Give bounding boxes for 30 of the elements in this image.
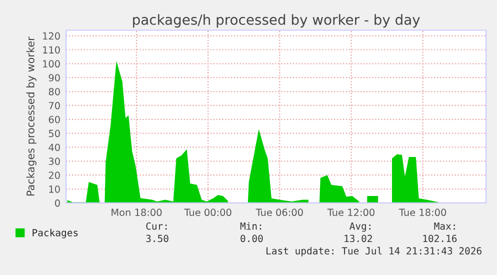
- y-tick-label: 100: [43, 60, 60, 68]
- y-axis-title: Packages processed by worker: [26, 36, 36, 196]
- text: 13.02: [344, 234, 372, 242]
- x-tick-label: Mon 18:00: [112, 208, 162, 216]
- x-tick-label: Tue 06:00: [256, 208, 303, 216]
- x-tick-label: Tue 12:00: [327, 208, 374, 216]
- text: 0.00: [240, 234, 263, 242]
- text: 3.50: [146, 234, 168, 242]
- y-tick-label: 110: [43, 46, 60, 54]
- text: Min:: [240, 222, 262, 230]
- y-tick-label: 120: [43, 32, 60, 40]
- y-tick-label: 60: [48, 116, 60, 124]
- text: Last update: Tue Jul 14 21:31:43 2026: [266, 246, 482, 256]
- y-tick-label: 80: [48, 88, 60, 96]
- x-tick-label: Tue 00:00: [184, 208, 232, 216]
- text: Avg:: [350, 222, 370, 232]
- text: 102.16: [423, 234, 457, 242]
- y-tick-label: 30: [48, 158, 60, 165]
- y-tick-label: 10: [49, 186, 60, 193]
- y-tick-label: 70: [48, 102, 60, 110]
- text: Cur:: [146, 222, 167, 230]
- x-tick-label: Tue 18:00: [398, 208, 446, 216]
- y-tick-label: 50: [48, 130, 60, 138]
- y-tick-label: 0: [55, 199, 60, 207]
- y-tick-label: 20: [48, 172, 60, 179]
- y-tick-label: 90: [48, 74, 60, 82]
- chart-title: packages/h processed by worker - by day: [133, 14, 420, 28]
- legend-label: Packages: [32, 228, 78, 238]
- text: Max:: [434, 222, 455, 230]
- y-tick-label: 40: [48, 144, 60, 152]
